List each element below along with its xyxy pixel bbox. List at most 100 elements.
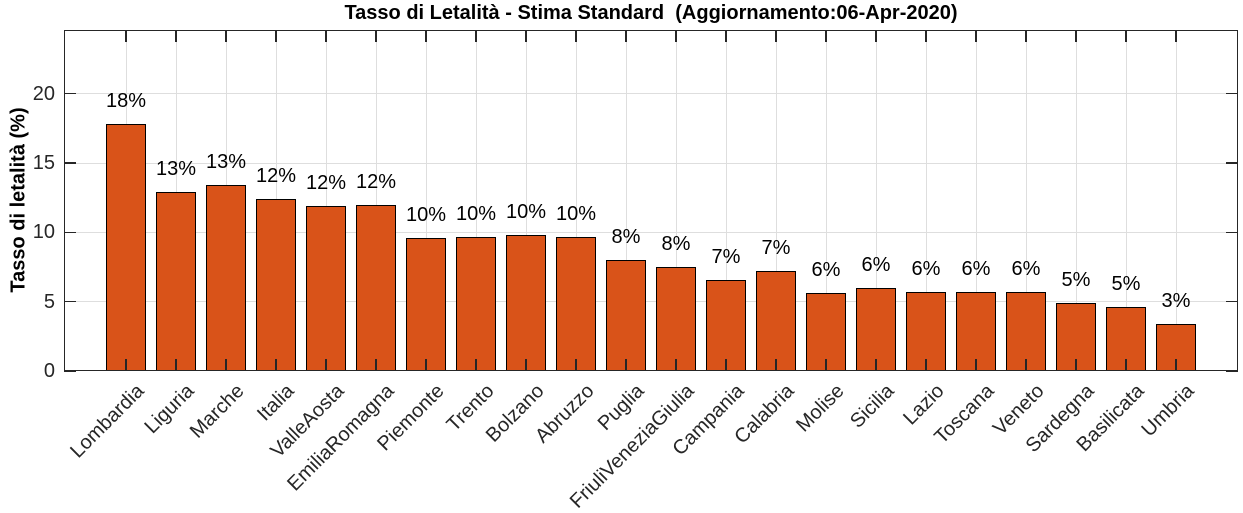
x-axis-tick-label: Molise: [792, 380, 849, 437]
bar: [356, 204, 396, 371]
x-top-tick-mark: [1125, 30, 1127, 42]
v-gridline: [1175, 30, 1177, 371]
x-bottom-tick-mark: [325, 359, 327, 371]
x-top-tick-mark: [375, 30, 377, 42]
bar-value-label: 3%: [1161, 289, 1191, 312]
x-top-tick-mark: [1025, 30, 1027, 42]
x-bottom-tick-mark: [1025, 359, 1027, 371]
x-axis-tick-label: Italia: [253, 380, 299, 426]
bar: [306, 206, 346, 371]
y-axis-tick-label: 15: [32, 152, 55, 175]
bar: [1006, 291, 1046, 371]
x-bottom-tick-mark: [425, 359, 427, 371]
v-gridline: [625, 30, 627, 371]
x-bottom-tick-mark: [575, 359, 577, 371]
v-gridline: [825, 30, 827, 371]
bar: [156, 192, 196, 371]
x-bottom-tick-mark: [525, 359, 527, 371]
x-bottom-tick-mark: [225, 359, 227, 371]
bar: [1106, 307, 1146, 371]
v-gridline: [725, 30, 727, 371]
y-axis-tick-label: 5: [43, 290, 55, 313]
x-top-tick-mark: [875, 30, 877, 42]
x-top-tick-mark: [775, 30, 777, 42]
bar-value-label: 8%: [661, 233, 691, 256]
bar-value-label: 10%: [505, 201, 547, 224]
y-left-tick-mark: [64, 300, 76, 303]
chart-title: Tasso di Letalità - Stima Standard (Aggi…: [344, 2, 958, 24]
x-top-tick-mark: [225, 30, 227, 42]
v-gridline: [975, 30, 977, 371]
y-axis-tick-label: 10: [32, 221, 55, 244]
x-top-tick-mark: [1175, 30, 1177, 42]
bar: [806, 293, 846, 371]
x-top-tick-mark: [425, 30, 427, 42]
x-bottom-tick-mark: [625, 359, 627, 371]
x-top-tick-mark: [125, 30, 127, 42]
bar-value-label: 5%: [1111, 273, 1141, 296]
x-bottom-tick-mark: [675, 359, 677, 371]
y-right-tick-mark: [1226, 300, 1238, 303]
v-gridline: [875, 30, 877, 371]
x-top-tick-mark: [675, 30, 677, 42]
bar-value-label: 6%: [811, 259, 841, 282]
h-gridline: [64, 301, 1238, 303]
x-top-tick-mark: [525, 30, 527, 42]
x-bottom-tick-mark: [925, 359, 927, 371]
x-top-tick-mark: [175, 30, 177, 42]
bar-value-label: 12%: [355, 170, 397, 193]
v-gridline: [325, 30, 327, 371]
v-gridline: [1125, 30, 1127, 371]
y-left-tick-mark: [64, 93, 76, 95]
v-gridline: [1025, 30, 1027, 371]
x-bottom-tick-mark: [1125, 359, 1127, 371]
x-bottom-tick-mark: [175, 359, 177, 371]
bar-value-label: 6%: [911, 257, 941, 280]
y-axis-label: Tasso di letalità (%): [7, 107, 30, 293]
x-top-tick-mark: [625, 30, 627, 42]
v-gridline: [775, 30, 777, 371]
x-axis-tick-label: Lombardia: [66, 380, 149, 463]
bar: [556, 236, 596, 371]
x-axis-tick-label: Umbria: [1137, 380, 1199, 442]
v-gridline: [425, 30, 427, 371]
bar: [606, 260, 646, 371]
bar: [506, 235, 546, 371]
bar-value-label: 7%: [711, 245, 741, 268]
bar-value-label: 13%: [155, 158, 197, 181]
bar-value-label: 13%: [205, 151, 247, 174]
x-top-tick-mark: [575, 30, 577, 42]
bar-value-label: 7%: [761, 237, 791, 260]
y-left-tick-mark: [64, 162, 76, 164]
bar: [206, 185, 246, 371]
x-top-tick-mark: [925, 30, 927, 42]
x-top-tick-mark: [725, 30, 727, 42]
h-gridline: [64, 162, 1238, 164]
bar: [706, 279, 746, 371]
bar: [406, 237, 446, 371]
h-gridline: [64, 93, 1238, 95]
y-left-tick-mark: [64, 231, 76, 234]
x-top-tick-mark: [475, 30, 477, 42]
x-bottom-tick-mark: [125, 359, 127, 371]
bar-value-label: 10%: [555, 202, 597, 225]
x-bottom-tick-mark: [875, 359, 877, 371]
x-top-tick-mark: [825, 30, 827, 42]
bar-value-label: 10%: [455, 202, 497, 225]
plot-area: [64, 30, 1238, 372]
x-bottom-tick-mark: [275, 359, 277, 371]
x-bottom-tick-mark: [375, 359, 377, 371]
y-right-tick-mark: [1226, 370, 1238, 372]
v-gridline: [525, 30, 527, 371]
y-axis-tick-label: 20: [32, 82, 55, 105]
bar-value-label: 6%: [861, 253, 891, 276]
x-bottom-tick-mark: [775, 359, 777, 371]
y-right-tick-mark: [1226, 231, 1238, 234]
x-bottom-tick-mark: [725, 359, 727, 371]
bar: [256, 199, 296, 371]
v-gridline: [375, 30, 377, 371]
x-bottom-tick-mark: [1175, 359, 1177, 371]
x-bottom-tick-mark: [975, 359, 977, 371]
y-axis-tick-label: 0: [43, 360, 55, 382]
